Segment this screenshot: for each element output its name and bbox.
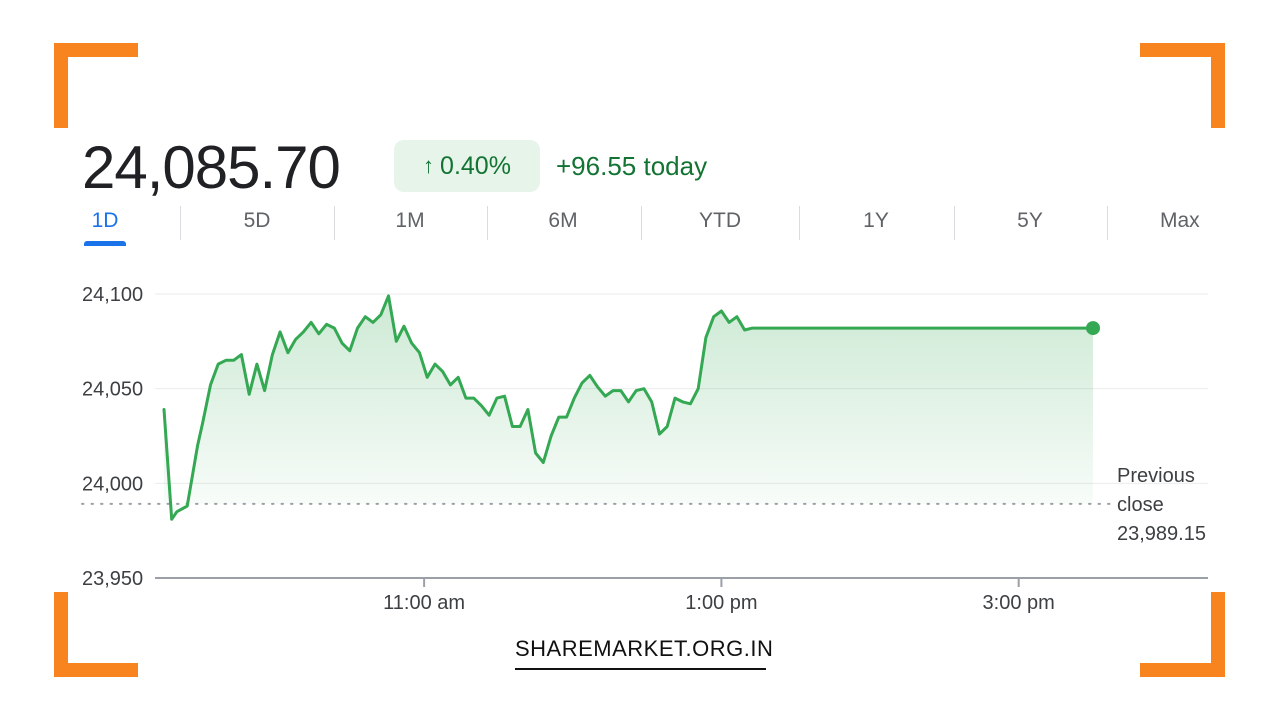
- watermark-underline: [515, 668, 766, 670]
- y-tick-label: 23,950: [82, 568, 143, 590]
- last-price-dot[interactable]: [1086, 321, 1100, 336]
- y-tick-label: 24,050: [82, 379, 143, 401]
- previous-close-value: 23,989.15: [1117, 523, 1206, 545]
- tab-ytd[interactable]: YTD: [699, 209, 741, 232]
- watermark: SHAREMARKET.ORG.IN: [515, 636, 774, 661]
- change-percent: 0.40%: [440, 151, 511, 180]
- tab-separator: [180, 206, 181, 240]
- tab-5y[interactable]: 5Y: [1017, 209, 1043, 232]
- tab-1m[interactable]: 1M: [395, 209, 425, 232]
- tab-1y[interactable]: 1Y: [863, 209, 889, 232]
- tab-separator: [799, 206, 800, 240]
- price-area-fill: [164, 295, 1093, 520]
- arrow-up-icon: ↑: [423, 153, 435, 178]
- tab-max[interactable]: Max: [1160, 209, 1200, 232]
- tab-separator: [1107, 206, 1108, 240]
- y-tick-label: 24,000: [82, 473, 143, 495]
- tab-separator: [487, 206, 488, 240]
- change-percent-badge: ↑ 0.40%: [394, 140, 540, 192]
- previous-close-label-line1: Previous: [1117, 465, 1195, 487]
- x-axis-ticks: 11:00 am 1:00 pm 3:00 pm: [383, 578, 1055, 614]
- x-tick-label: 3:00 pm: [983, 592, 1055, 614]
- tab-6m[interactable]: 6M: [548, 209, 578, 232]
- current-price: 24,085.70: [82, 134, 341, 201]
- tab-1d[interactable]: 1D: [91, 209, 119, 232]
- tab-separator: [641, 206, 642, 240]
- price-line: [162, 294, 1095, 521]
- tab-separator: [334, 206, 335, 240]
- range-tabs: 1D 5D 1M 6M YTD 1Y 5Y Max: [82, 203, 1210, 247]
- tab-separator: [954, 206, 955, 240]
- y-axis-labels: 24,100 24,050 24,000 23,950: [82, 284, 143, 590]
- y-tick-label: 24,100: [82, 284, 143, 306]
- previous-close-label-line2: close: [1117, 494, 1164, 516]
- x-tick-label: 11:00 am: [383, 592, 465, 614]
- change-today: +96.55 today: [556, 151, 708, 181]
- active-tab-indicator: [84, 241, 126, 246]
- tab-5d[interactable]: 5D: [243, 209, 271, 232]
- x-tick-label: 1:00 pm: [685, 592, 757, 614]
